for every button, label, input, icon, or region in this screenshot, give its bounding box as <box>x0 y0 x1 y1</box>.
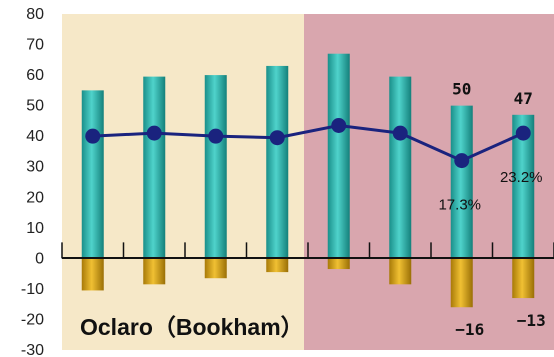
y-tick-label: -30 <box>21 342 44 357</box>
y-tick-label: -20 <box>21 311 44 328</box>
bar-positive <box>266 65 289 259</box>
line-point <box>85 128 101 144</box>
bar-negative <box>327 258 350 270</box>
line-series <box>85 117 531 169</box>
data-labels: 50 47 −16 −13 17.3% 23.2% <box>438 80 545 340</box>
negative-bar-value-label: −13 <box>517 311 546 330</box>
line-point <box>146 125 162 141</box>
bar-positive <box>327 53 350 259</box>
chart-title: Oclaro（Bookham） <box>80 314 304 340</box>
y-tick-label: 70 <box>26 37 44 54</box>
bar-positive <box>204 75 227 259</box>
line-point <box>269 130 285 146</box>
bar-positive <box>389 76 412 259</box>
negative-bars <box>81 258 535 308</box>
line-point <box>515 125 531 141</box>
line-value-label: 17.3% <box>438 197 481 214</box>
category-ticks <box>61 242 554 259</box>
bar-negative <box>389 258 412 285</box>
bar-negative <box>450 258 473 308</box>
bar-positive <box>512 114 535 259</box>
bar-positive <box>143 76 166 259</box>
y-tick-label: -10 <box>21 281 44 298</box>
y-tick-label: 50 <box>26 98 44 115</box>
line-point <box>331 117 347 133</box>
y-tick-label: 40 <box>26 128 44 145</box>
y-tick-label: 0 <box>35 250 44 267</box>
bar-negative <box>512 258 535 299</box>
y-tick-label: 60 <box>26 67 44 84</box>
bar-value-label: 47 <box>514 89 533 108</box>
bar-negative <box>204 258 227 279</box>
bar-negative <box>266 258 289 273</box>
y-tick-label: 30 <box>26 159 44 176</box>
positive-bars <box>81 53 535 259</box>
line-path <box>92 123 524 163</box>
bar-value-label: 50 <box>452 80 471 99</box>
bar-negative <box>143 258 166 285</box>
y-axis-ticks: 80 70 60 50 40 30 20 10 0 -10 -20 -30 <box>21 6 44 357</box>
y-tick-label: 20 <box>26 189 44 206</box>
bar-positive <box>81 90 104 259</box>
line-value-label: 23.2% <box>500 169 543 186</box>
y-tick-label: 10 <box>26 220 44 237</box>
bar-negative <box>81 258 104 291</box>
line-point <box>208 128 224 144</box>
negative-bar-value-label: −16 <box>455 320 484 339</box>
bar-positive <box>450 105 473 259</box>
line-point <box>454 153 470 169</box>
line-point <box>392 125 408 141</box>
y-tick-label: 80 <box>26 6 44 23</box>
